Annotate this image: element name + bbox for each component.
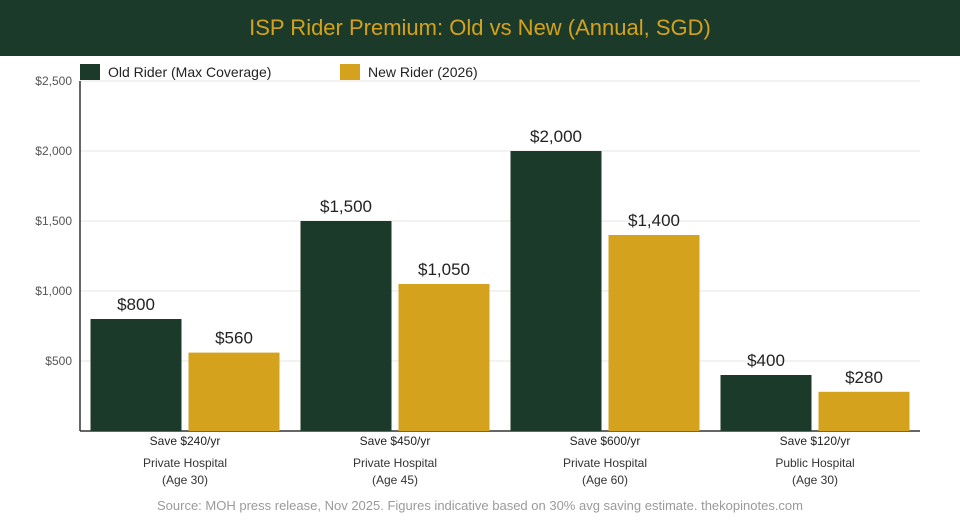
y-tick-label: $2,000 — [35, 144, 72, 158]
x-tick-sublabel: (Age 30) — [162, 473, 208, 487]
bar-old — [720, 375, 812, 431]
savings-label: Save $600/yr — [570, 434, 641, 448]
bar-new — [818, 391, 910, 431]
x-tick-sublabel: (Age 60) — [582, 473, 628, 487]
bar-value-label: $800 — [117, 295, 155, 314]
source-note: Source: MOH press release, Nov 2025. Fig… — [156, 498, 803, 513]
legend-swatch-old — [80, 64, 100, 80]
savings-label: Save $120/yr — [780, 434, 851, 448]
bar-value-label: $280 — [845, 368, 883, 387]
x-tick-label: Private Hospital — [563, 456, 647, 470]
bar-new — [398, 284, 490, 431]
legend-swatch-new — [340, 64, 360, 80]
x-tick-sublabel: (Age 45) — [372, 473, 418, 487]
bar-value-label: $2,000 — [530, 127, 582, 146]
y-tick-label: $500 — [45, 354, 72, 368]
bar-value-label: $1,400 — [628, 211, 680, 230]
savings-label: Save $240/yr — [150, 434, 221, 448]
bar-old — [510, 151, 602, 431]
savings-label: Save $450/yr — [360, 434, 431, 448]
bar-value-label: $400 — [747, 351, 785, 370]
x-tick-label: Public Hospital — [775, 456, 854, 470]
y-tick-label: $2,500 — [35, 74, 72, 88]
legend-item-old: Old Rider (Max Coverage) — [80, 64, 340, 80]
bar-new — [188, 352, 280, 431]
bar-value-label: $1,050 — [418, 260, 470, 279]
bar-value-label: $560 — [215, 329, 253, 348]
bar-old — [90, 319, 182, 431]
bar-value-label: $1,500 — [320, 197, 372, 216]
y-tick-label: $1,500 — [35, 214, 72, 228]
legend-item-new: New Rider (2026) — [340, 64, 478, 80]
y-tick-label: $1,000 — [35, 284, 72, 298]
legend: Old Rider (Max Coverage) New Rider (2026… — [80, 64, 478, 80]
legend-label-new: New Rider (2026) — [368, 64, 478, 80]
x-tick-sublabel: (Age 30) — [792, 473, 838, 487]
chart-title: ISP Rider Premium: Old vs New (Annual, S… — [249, 15, 711, 40]
x-tick-label: Private Hospital — [353, 456, 437, 470]
bar-new — [608, 235, 700, 431]
bar-old — [300, 221, 392, 431]
x-tick-label: Private Hospital — [143, 456, 227, 470]
legend-label-old: Old Rider (Max Coverage) — [108, 64, 272, 80]
title-bar: ISP Rider Premium: Old vs New (Annual, S… — [0, 0, 960, 56]
